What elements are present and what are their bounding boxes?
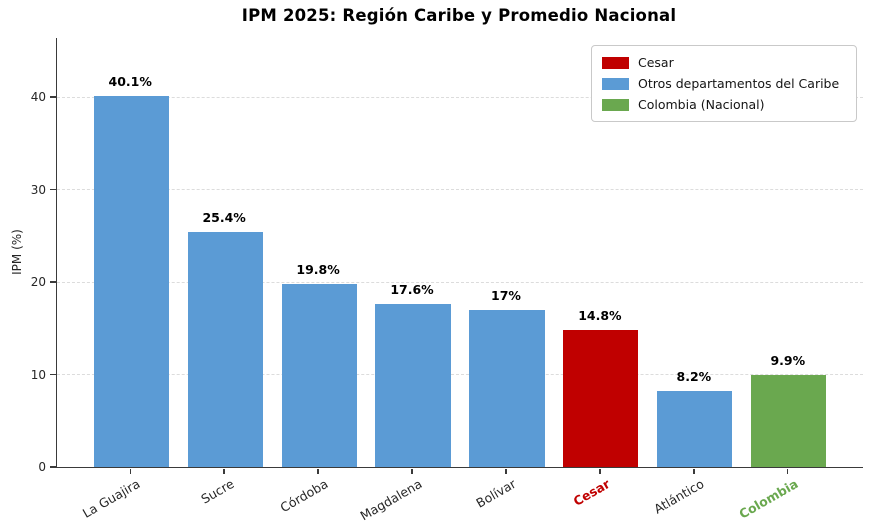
y-tick-label: 30 [30,182,46,197]
bar-value-label-sucre: 25.4% [202,210,246,226]
y-tick-mark [50,96,56,98]
x-tick-mark [693,468,695,474]
bar-sucre [187,232,263,467]
bar-value-label-bolivar: 17% [491,287,521,303]
bar-value-label-atlantico: 8.2% [676,369,712,385]
gridline-10 [57,374,863,376]
y-tick-mark [50,188,56,191]
plot-area [56,38,863,468]
x-tick-mark [317,468,319,474]
gridline-40 [57,96,863,98]
bar-value-label-cordoba: 19.8% [296,261,340,277]
legend-swatch-otros-departamentos [602,77,629,90]
y-tick-mark [50,281,56,283]
bar-value-label-magdalena: 17.6% [390,282,434,298]
x-tick-label-la-guajira: La Guajira [80,476,143,521]
y-tick-label: 0 [38,460,46,474]
gridline-20 [57,281,863,283]
legend-label: Cesar [638,55,674,70]
y-axis-label: IPM (%) [10,229,24,275]
bar-colombia [751,375,827,467]
legend-item-otros-departamentos: Otros departamentos del Caribe [602,73,846,94]
legend-swatch-colombia-nacional [602,98,629,111]
bar-bolivar [469,309,545,467]
x-tick-mark [129,468,131,474]
y-tick-mark [50,466,56,468]
bar-la-guajira [93,96,169,467]
gridline-30 [57,189,863,191]
legend-item-colombia-nacional: Colombia (Nacional) [602,94,846,115]
x-tick-mark [411,468,413,474]
legend-item-cesar: Cesar [602,52,846,73]
x-tick-mark [505,468,507,474]
chart-title: IPM 2025: Región Caribe y Promedio Nacio… [241,6,677,25]
y-tick-label: 20 [30,275,46,290]
legend-swatch-cesar [602,56,629,69]
bar-atlantico [657,391,733,467]
y-tick-mark [50,373,56,376]
bar-cordoba [281,283,357,467]
bar-value-label-colombia: 9.9% [770,353,806,369]
bar-value-label-la-guajira: 40.1% [108,74,152,90]
bar-value-label-cesar: 14.8% [578,308,622,324]
x-tick-mark [599,468,601,474]
x-tick-mark [787,468,789,474]
x-tick-mark [223,468,225,474]
legend: Cesar Otros departamentos del Caribe Col… [591,45,857,122]
y-tick-label: 10 [30,367,46,382]
legend-label: Otros departamentos del Caribe [638,76,840,91]
bar-cesar [563,330,639,467]
bar-magdalena [375,304,451,467]
y-tick-label: 40 [30,90,46,105]
legend-label: Colombia (Nacional) [638,97,765,112]
